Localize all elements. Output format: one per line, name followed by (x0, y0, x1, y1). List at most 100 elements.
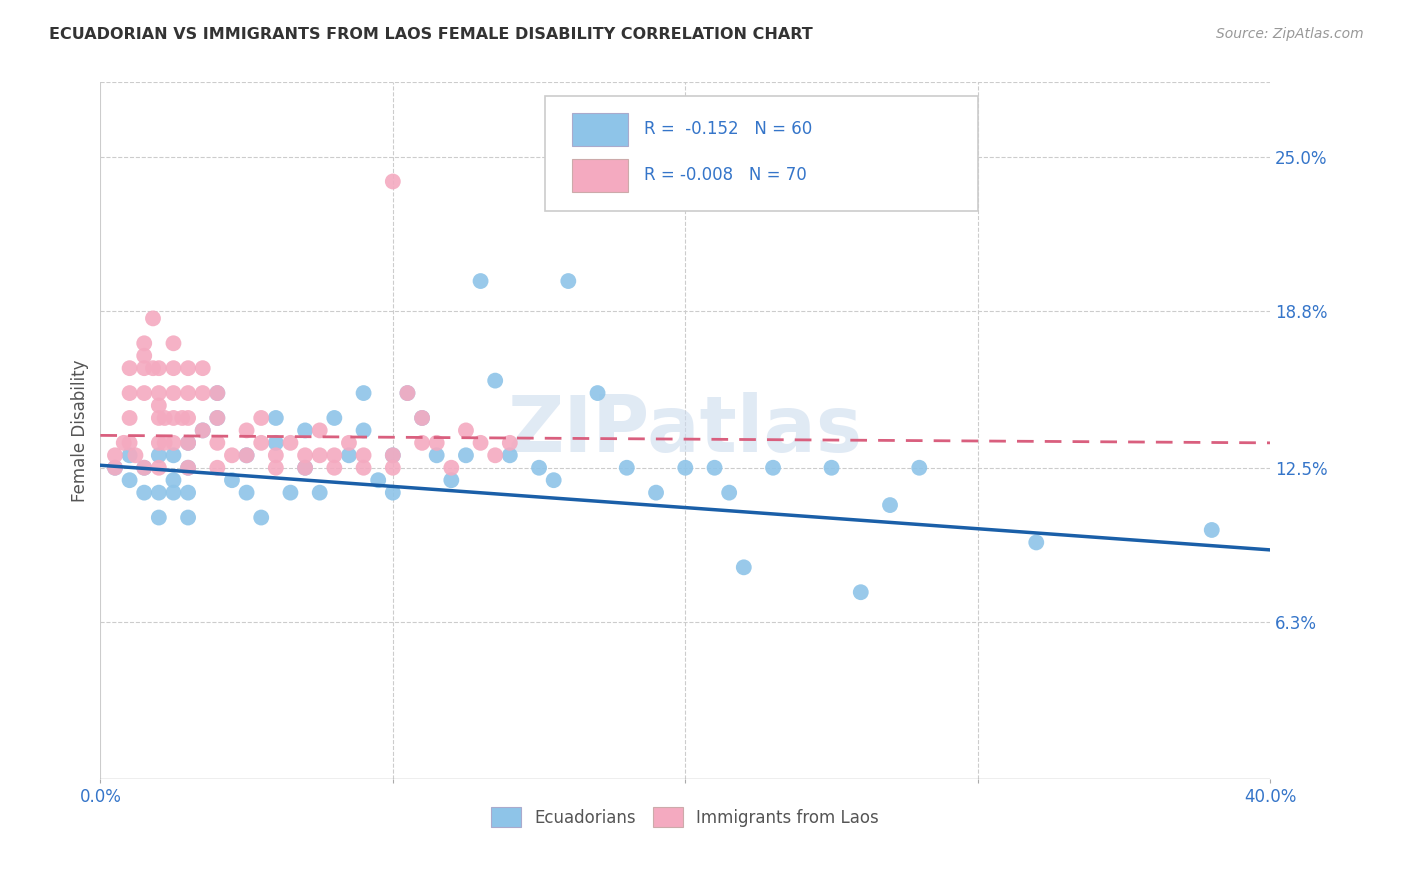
Bar (572, 112, 628, 146)
Point (470, 435, 492, 450)
Point (426, 448, 449, 462)
Point (454, 448, 477, 462)
Point (148, 460, 170, 475)
Point (250, 435, 273, 450)
Point (353, 448, 375, 462)
Point (440, 460, 463, 475)
Point (454, 424, 477, 438)
Point (162, 473, 184, 487)
Text: R = -0.008   N = 70: R = -0.008 N = 70 (644, 166, 807, 185)
Point (484, 448, 506, 462)
Point (849, 585, 872, 599)
Point (484, 374, 506, 388)
Point (616, 460, 638, 475)
Point (124, 448, 146, 462)
Point (396, 386, 419, 401)
Point (264, 448, 287, 462)
Point (323, 460, 346, 475)
Point (294, 460, 316, 475)
Point (118, 386, 141, 401)
Text: ZIPatlas: ZIPatlas (508, 392, 863, 468)
Point (337, 435, 360, 450)
Point (426, 435, 449, 450)
Point (440, 473, 463, 487)
Point (280, 485, 302, 500)
Point (221, 448, 243, 462)
Point (177, 510, 200, 524)
Text: R =  -0.152   N = 60: R = -0.152 N = 60 (644, 120, 813, 138)
Point (134, 460, 156, 475)
Point (586, 386, 609, 401)
Point (118, 361, 141, 376)
Point (235, 485, 257, 500)
Point (148, 386, 170, 401)
Point (153, 435, 176, 450)
Point (527, 460, 550, 475)
Point (557, 274, 579, 288)
Point (207, 386, 229, 401)
Point (104, 460, 127, 475)
Point (673, 460, 696, 475)
Point (820, 460, 842, 475)
Point (177, 411, 200, 425)
Point (177, 460, 200, 475)
Y-axis label: Female Disability: Female Disability (72, 359, 89, 501)
Point (367, 473, 389, 487)
Point (112, 435, 135, 450)
Point (134, 361, 156, 376)
Point (177, 460, 200, 475)
Point (118, 411, 141, 425)
Point (191, 386, 214, 401)
Point (162, 411, 184, 425)
Point (148, 435, 170, 450)
Point (294, 460, 316, 475)
Point (162, 435, 184, 450)
Point (353, 460, 375, 475)
Point (264, 411, 287, 425)
Point (148, 411, 170, 425)
Point (177, 435, 200, 450)
Point (162, 485, 184, 500)
Point (381, 174, 404, 188)
Point (104, 460, 127, 475)
FancyBboxPatch shape (546, 95, 977, 211)
Point (191, 424, 214, 438)
Point (162, 336, 184, 351)
Point (294, 424, 316, 438)
Point (250, 510, 273, 524)
Point (191, 361, 214, 376)
Point (142, 311, 165, 326)
Point (499, 448, 522, 462)
Point (1201, 523, 1223, 537)
Point (235, 448, 257, 462)
Point (207, 460, 229, 475)
Point (543, 473, 565, 487)
Legend: Ecuadorians, Immigrants from Laos: Ecuadorians, Immigrants from Laos (485, 801, 886, 833)
Point (762, 460, 785, 475)
Point (118, 448, 141, 462)
Point (177, 435, 200, 450)
Point (134, 386, 156, 401)
Point (337, 448, 360, 462)
Point (470, 274, 492, 288)
Point (134, 485, 156, 500)
Point (207, 411, 229, 425)
Point (177, 386, 200, 401)
Point (908, 460, 931, 475)
Point (250, 411, 273, 425)
Point (499, 435, 522, 450)
Point (308, 424, 330, 438)
Point (879, 498, 901, 512)
Point (177, 485, 200, 500)
Point (703, 460, 725, 475)
Point (381, 448, 404, 462)
Point (353, 386, 375, 401)
Point (308, 485, 330, 500)
Point (148, 510, 170, 524)
Point (411, 411, 433, 425)
Point (118, 473, 141, 487)
Point (134, 460, 156, 475)
Point (221, 473, 243, 487)
Point (134, 336, 156, 351)
Point (191, 424, 214, 438)
